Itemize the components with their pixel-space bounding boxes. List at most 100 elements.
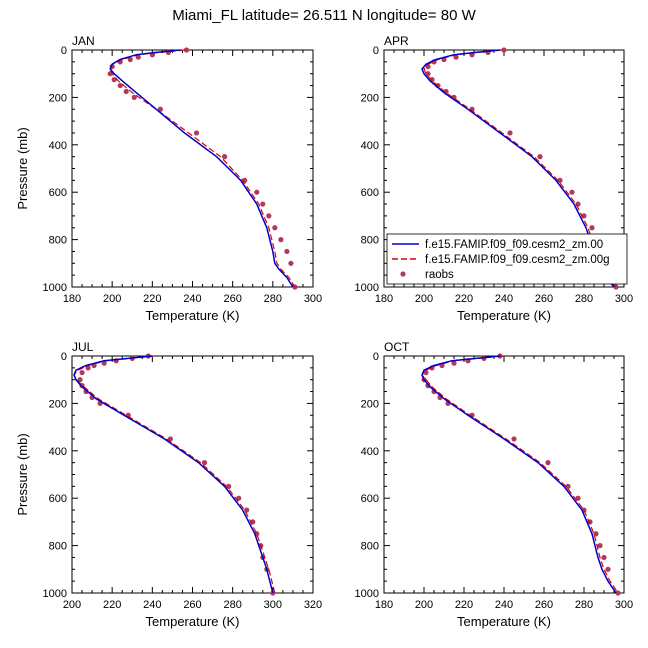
x-tick-label: 280	[575, 293, 593, 305]
y-tick-label: 1000	[43, 282, 67, 294]
plot-frame	[71, 355, 314, 594]
panel-jul: 200 220 240 260 280 300 320 0 200 400 600 800 1000 JU…	[15, 340, 322, 629]
raobs-point	[244, 507, 250, 513]
x-tick-label: 320	[304, 599, 322, 611]
series-line-00	[109, 49, 294, 288]
x-tick-label: 300	[264, 599, 282, 611]
raobs-point	[597, 543, 603, 549]
y-tick-label: 0	[61, 45, 67, 57]
raobs-point	[266, 213, 272, 219]
raobs-point	[222, 154, 228, 160]
raobs-point	[260, 201, 266, 207]
y-tick-label: 400	[49, 140, 67, 152]
x-tick-label: 240	[143, 599, 161, 611]
x-tick-label: 220	[455, 599, 473, 611]
raobs-point	[569, 189, 575, 195]
x-tick-label: 260	[535, 293, 553, 305]
raobs-point	[135, 54, 141, 60]
raobs-point	[226, 483, 232, 489]
x-tick-label: 200	[415, 293, 433, 305]
raobs-point	[127, 56, 133, 63]
y-tick-label: 400	[49, 446, 67, 458]
raobs-point	[193, 130, 200, 136]
x-tick-label: 300	[615, 293, 633, 305]
legend-label: f.e15.FAMIP.f09_f09.cesm2_zm.00	[425, 239, 603, 251]
raobs-point	[601, 554, 607, 561]
raobs-point	[157, 106, 163, 112]
plot-frame	[383, 355, 625, 594]
panel-title: JAN	[72, 34, 95, 48]
series-line-00	[421, 355, 617, 594]
y-axis-label: Pressure (mb)	[15, 433, 30, 515]
series-line-00	[73, 355, 274, 594]
legend-label: f.e15.FAMIP.f09_f09.cesm2_zm.00g	[425, 254, 610, 266]
x-tick-label: 220	[143, 293, 161, 305]
x-axis-label: Temperature (K)	[146, 308, 240, 323]
series-line-00g	[421, 355, 619, 594]
raobs-point	[77, 377, 83, 383]
x-tick-label: 260	[535, 599, 553, 611]
x-tick-label: 240	[495, 293, 513, 305]
x-tick-label: 240	[183, 293, 201, 305]
x-tick-label: 180	[63, 293, 81, 305]
y-tick-label: 1000	[43, 588, 67, 600]
x-tick-label: 260	[223, 293, 241, 305]
raobs-point	[423, 369, 429, 376]
x-tick-label: 280	[264, 293, 282, 305]
raobs-point	[278, 237, 284, 243]
x-tick-label: 260	[183, 599, 201, 611]
y-tick-label: 400	[361, 140, 379, 152]
x-tick-label: 300	[304, 293, 322, 305]
raobs-point	[236, 495, 242, 501]
series-line-00g	[73, 355, 276, 594]
y-tick-label: 1000	[355, 588, 379, 600]
x-tick-label: 300	[615, 599, 633, 611]
x-tick-label: 220	[455, 293, 473, 305]
raobs-point	[131, 94, 137, 100]
y-tick-label: 200	[361, 398, 379, 410]
y-tick-label: 600	[361, 493, 379, 505]
raobs-point	[123, 88, 129, 95]
raobs-point	[589, 225, 595, 231]
y-tick-label: 200	[361, 92, 379, 104]
panel-title: JUL	[72, 340, 94, 354]
y-tick-label: 800	[49, 235, 67, 247]
raobs-point	[83, 388, 89, 395]
x-axis-label: Temperature (K)	[146, 614, 240, 629]
plot-frame	[71, 49, 314, 288]
x-tick-label: 200	[63, 599, 81, 611]
figure-title: Miami_FL latitude= 26.511 N longitude= 8…	[172, 7, 476, 24]
x-tick-label: 240	[495, 599, 513, 611]
y-tick-label: 600	[49, 493, 67, 505]
panel-jan: 180 200 220 240 260 280 300 0 200 400 600 800 1000 JA…	[15, 34, 322, 323]
raobs-point	[453, 54, 459, 60]
panels: 180 200 220 240 260 280 300 0 200 400 600 800 1000 JA…	[15, 34, 633, 629]
y-tick-label: 0	[373, 45, 379, 57]
raobs-point	[288, 260, 294, 266]
legend-label: raobs	[425, 269, 454, 281]
raobs-point	[183, 47, 190, 53]
raobs-point	[272, 225, 278, 231]
raobs-point	[557, 177, 563, 183]
panel-title: OCT	[384, 340, 410, 354]
x-tick-label: 220	[103, 599, 121, 611]
panel-oct: 180 200 220 240 260 280 300 0 200 400 600 800 1000 OC…	[355, 340, 634, 629]
raobs-point	[425, 71, 431, 77]
y-tick-label: 1000	[355, 282, 379, 294]
raobs-point	[284, 248, 290, 255]
x-tick-label: 280	[223, 599, 241, 611]
legend: f.e15.FAMIP.f09_f09.cesm2_zm.00 f.e15.FAM…	[386, 233, 628, 285]
y-axis-label: Pressure (mb)	[15, 127, 30, 209]
y-tick-label: 800	[361, 541, 379, 553]
raobs-point	[254, 189, 260, 195]
y-tick-label: 0	[61, 351, 67, 363]
y-tick-label: 600	[361, 187, 379, 199]
raobs-point	[79, 369, 85, 376]
raobs-point	[593, 531, 599, 537]
raobs-point	[511, 436, 517, 442]
x-tick-label: 180	[375, 293, 393, 305]
legend-dot-icon	[400, 271, 406, 277]
y-tick-label: 200	[49, 398, 67, 410]
y-tick-label: 800	[361, 235, 379, 247]
raobs-point	[615, 590, 621, 596]
